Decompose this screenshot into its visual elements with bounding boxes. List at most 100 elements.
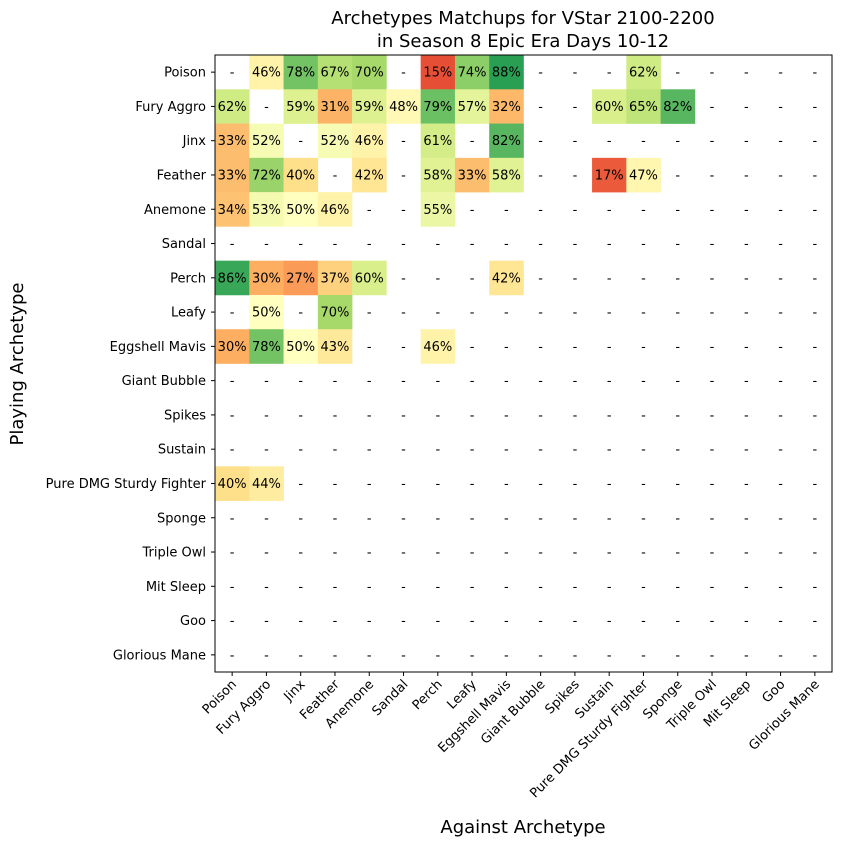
cell-value-label: 43% [321, 340, 350, 355]
cell-value-label: 30% [252, 271, 281, 286]
cell-value-label: - [813, 340, 818, 355]
cell-value-label: - [401, 443, 406, 458]
cell-value-label: - [264, 408, 269, 423]
cell-value-label: - [230, 614, 235, 629]
cell-value-label: - [367, 511, 372, 526]
cell-value-label: - [778, 408, 783, 423]
cell-value-label: - [470, 271, 475, 286]
cell-value-label: - [675, 168, 680, 183]
heatmap-cell [317, 192, 353, 227]
cell-value-label: 74% [458, 66, 487, 81]
cell-value-label: - [504, 648, 509, 663]
heatmap-cell [420, 123, 456, 159]
cell-value-label: 70% [321, 306, 350, 321]
cell-value-label: - [710, 237, 715, 252]
cell-value-label: - [230, 580, 235, 595]
cell-value-label: - [710, 66, 715, 81]
cell-value-label: - [675, 374, 680, 389]
cell-value-label: - [778, 614, 783, 629]
cell-value-label: - [264, 546, 269, 561]
cell-value-label: - [504, 511, 509, 526]
cell-value-label: - [813, 66, 818, 81]
cell-value-label: - [744, 271, 749, 286]
cell-value-label: - [778, 306, 783, 321]
cell-value-label: 33% [218, 134, 247, 149]
cell-value-label: - [470, 408, 475, 423]
cell-value-label: - [264, 100, 269, 115]
chart-title-line-2: in Season 8 Epic Era Days 10-12 [377, 31, 669, 52]
cell-value-label: - [470, 477, 475, 492]
heatmap-cell [454, 55, 490, 90]
cell-value-label: - [470, 203, 475, 218]
cell-value-label: - [607, 546, 612, 561]
cell-value-label: - [710, 306, 715, 321]
cell-value-label: - [333, 546, 338, 561]
cell-value-label: - [744, 306, 749, 321]
cell-value-label: - [573, 271, 578, 286]
cell-value-label: - [744, 134, 749, 149]
cell-value-label: - [744, 648, 749, 663]
cell-value-label: 47% [629, 168, 658, 183]
cell-value-label: - [538, 134, 543, 149]
heatmap-cell [215, 89, 250, 124]
cell-value-label: - [744, 580, 749, 595]
x-tick-label: Perch [410, 677, 446, 713]
cell-value-label: - [298, 408, 303, 423]
cell-value-label: - [298, 237, 303, 252]
cell-value-label: - [710, 168, 715, 183]
cell-value-label: - [401, 648, 406, 663]
cell-value-label: - [778, 66, 783, 81]
cell-value-label: 52% [321, 134, 350, 149]
cell-value-label: - [675, 271, 680, 286]
cell-value-label: - [538, 580, 543, 595]
cell-value-label: - [470, 648, 475, 663]
cell-value-label: - [538, 100, 543, 115]
y-tick-label: Glorious Mane [113, 648, 206, 663]
cell-value-label: - [641, 443, 646, 458]
heatmap-cell [283, 55, 319, 90]
y-tick-label: Sustain [158, 443, 206, 458]
cell-value-label: - [367, 374, 372, 389]
cell-value-label: - [778, 443, 783, 458]
y-tick-label: Fury Aggro [135, 100, 206, 115]
cell-value-label: - [401, 203, 406, 218]
cell-value-label: - [401, 580, 406, 595]
cell-value-label: - [470, 614, 475, 629]
cell-value-label: - [573, 374, 578, 389]
cell-value-label: 50% [286, 340, 315, 355]
heatmap-cell [626, 55, 661, 90]
heatmap-cell [489, 55, 524, 90]
cell-value-label: - [504, 580, 509, 595]
heatmap-cell [249, 55, 284, 90]
cell-value-label: - [573, 511, 578, 526]
cell-value-label: - [401, 614, 406, 629]
cell-value-label: - [573, 408, 578, 423]
cell-value-label: - [538, 374, 543, 389]
cell-value-label: 88% [492, 66, 521, 81]
cell-value-label: 82% [663, 100, 692, 115]
cell-value-label: - [813, 511, 818, 526]
cell-value-label: - [573, 66, 578, 81]
cell-value-label: 46% [355, 134, 384, 149]
heatmap-cell [352, 260, 387, 296]
cell-value-label: - [573, 134, 578, 149]
cell-value-label: - [264, 648, 269, 663]
cell-value-label: - [744, 477, 749, 492]
cell-value-label: 59% [286, 100, 315, 115]
cell-value-label: - [778, 374, 783, 389]
cell-value-label: - [470, 134, 475, 149]
heatmap-cell [249, 466, 284, 501]
cell-value-label: - [538, 648, 543, 663]
cell-value-label: - [470, 306, 475, 321]
cell-value-label: - [401, 340, 406, 355]
cell-value-label: - [778, 271, 783, 286]
cell-value-label: 59% [355, 100, 384, 115]
cell-value-label: - [504, 374, 509, 389]
cell-value-label: 60% [595, 100, 624, 115]
cell-value-label: - [675, 306, 680, 321]
cell-value-label: - [538, 614, 543, 629]
cell-value-label: - [675, 66, 680, 81]
cell-value-label: 61% [423, 134, 452, 149]
